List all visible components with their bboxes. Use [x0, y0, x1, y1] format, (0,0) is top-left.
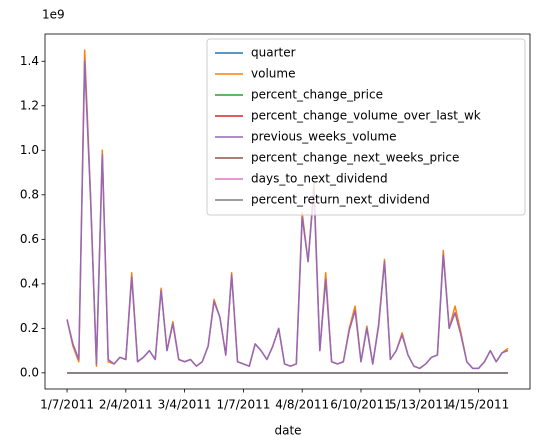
legend-box [206, 38, 526, 216]
x-tick-label: 6/10/2011 [330, 398, 392, 412]
x-tick-label: 5/13/2011 [389, 398, 451, 412]
legend-label: percent_change_price [251, 88, 383, 102]
plot-frame [44, 33, 531, 390]
y-tick-label: 0.4 [20, 276, 39, 290]
offset-label: 1e9 [42, 8, 65, 22]
x-tick-label: 3/4/2011 [158, 398, 212, 412]
x-tick-label: 2/4/2011 [99, 398, 153, 412]
y-tick-label: 0.2 [20, 321, 39, 335]
x-tick-label: 1/7/2011 [40, 398, 94, 412]
legend-label: days_to_next_dividend [251, 172, 388, 186]
legend-label: quarter [251, 46, 296, 60]
y-tick-label: 1.0 [20, 143, 39, 157]
y-tick-label: 1.4 [20, 54, 39, 68]
x-tick-label: 4/8/2011 [275, 398, 329, 412]
x-tick-label: 1/7/2011 [216, 398, 270, 412]
y-tick-label: 0.0 [20, 365, 39, 379]
y-tick-label: 0.8 [20, 187, 39, 201]
x-axis-label: date [274, 424, 301, 438]
legend-label: percent_change_next_weeks_price [251, 151, 459, 165]
x-tick-label: 4/15/2011 [448, 398, 510, 412]
legend-label: volume [251, 67, 295, 81]
y-tick-label: 1.2 [20, 98, 39, 112]
legend-label: previous_weeks_volume [251, 130, 397, 144]
legend-label: percent_return_next_dividend [251, 193, 430, 207]
y-tick-label: 0.6 [20, 232, 39, 246]
series-line [66, 60, 509, 370]
legend-label: percent_change_volume_over_last_wk [251, 109, 481, 123]
